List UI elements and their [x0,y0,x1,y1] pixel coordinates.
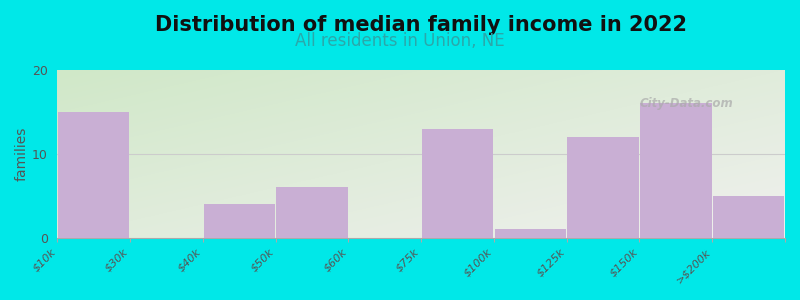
Text: All residents in Union, NE: All residents in Union, NE [295,32,505,50]
Bar [567,137,638,238]
Bar [713,196,784,238]
Bar [494,229,566,238]
Bar [640,103,711,238]
Bar [422,129,494,238]
Text: City-Data.com: City-Data.com [639,97,734,110]
Y-axis label: families: families [15,127,29,181]
Title: Distribution of median family income in 2022: Distribution of median family income in … [155,15,687,35]
Bar [276,187,348,238]
Bar [58,112,130,238]
Bar [204,204,275,238]
